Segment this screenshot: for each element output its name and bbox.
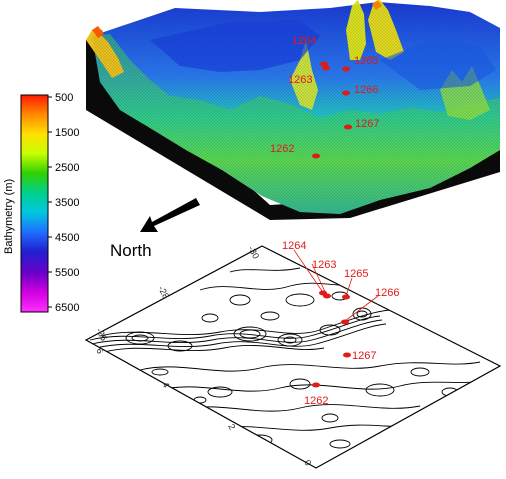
tick-lat-4: 4 [160,380,171,389]
site-label-1264-3d: 1264 [292,35,316,47]
site-label-1266-3d: 1266 [354,84,378,96]
site-label-1262: 1262 [304,395,328,407]
colorbar-tick-1500: 1500 [55,127,79,139]
colorbar-tick-500: 500 [55,92,73,104]
site-label-1267: 1267 [352,350,376,362]
contour-map-frame [84,245,502,469]
3d-bathymetry-surface: 1262 1263 1264 1265 1266 1267 [86,0,500,220]
colorbar-tick-5500: 5500 [55,267,79,279]
site-label-1265-3d: 1265 [354,55,378,67]
site-marker-1262 [312,382,320,388]
colorbar-title: Bathymetry (m) [3,179,15,254]
site-marker-1267 [343,352,351,358]
site-marker-1262-3d [312,153,320,159]
site-marker-1266-3d [342,90,350,96]
north-indicator: North [110,198,200,260]
site-marker-1267-3d [344,124,352,130]
tick-lat-2: 2 [226,422,237,431]
site-marker-1264 [319,290,327,296]
north-arrow-icon [140,198,200,232]
tick-lat-0: 0 [302,458,313,467]
site-marker-1265 [342,294,350,300]
colorbar-tick-4500: 4500 [55,232,79,244]
contour-axis-ticks: -30 -28 -26 6 4 2 0 [94,244,313,467]
site-marker-1266 [341,319,349,325]
site-marker-1264-3d [322,65,330,71]
site-marker-1263-3d [320,61,328,67]
colorbar: 500 1500 2500 3500 4500 5500 6500 Bathym… [3,92,79,314]
colorbar-gradient [20,94,49,313]
site-label-1267-3d: 1267 [355,118,379,130]
tick-lat-6: 6 [94,346,105,355]
surface-mesh [92,2,500,214]
contour-map: 1262 1263 1264 1265 1266 1267 -30 -28 -2… [84,240,502,469]
site-marker-1265-3d [342,66,350,72]
site-label-1266: 1266 [375,287,399,299]
colorbar-tick-2500: 2500 [55,162,79,174]
contour-lines [89,267,491,449]
site-label-1265: 1265 [344,268,368,280]
colorbar-tick-3500: 3500 [55,197,79,209]
colorbar-tick-6500: 6500 [55,302,79,314]
site-label-1264: 1264 [282,240,306,252]
north-label: North [110,241,152,260]
colorbar-ticks [48,96,52,308]
site-label-1262-3d: 1262 [270,143,294,155]
site-label-1263: 1263 [312,259,336,271]
site-label-1263-3d: 1263 [288,74,312,86]
